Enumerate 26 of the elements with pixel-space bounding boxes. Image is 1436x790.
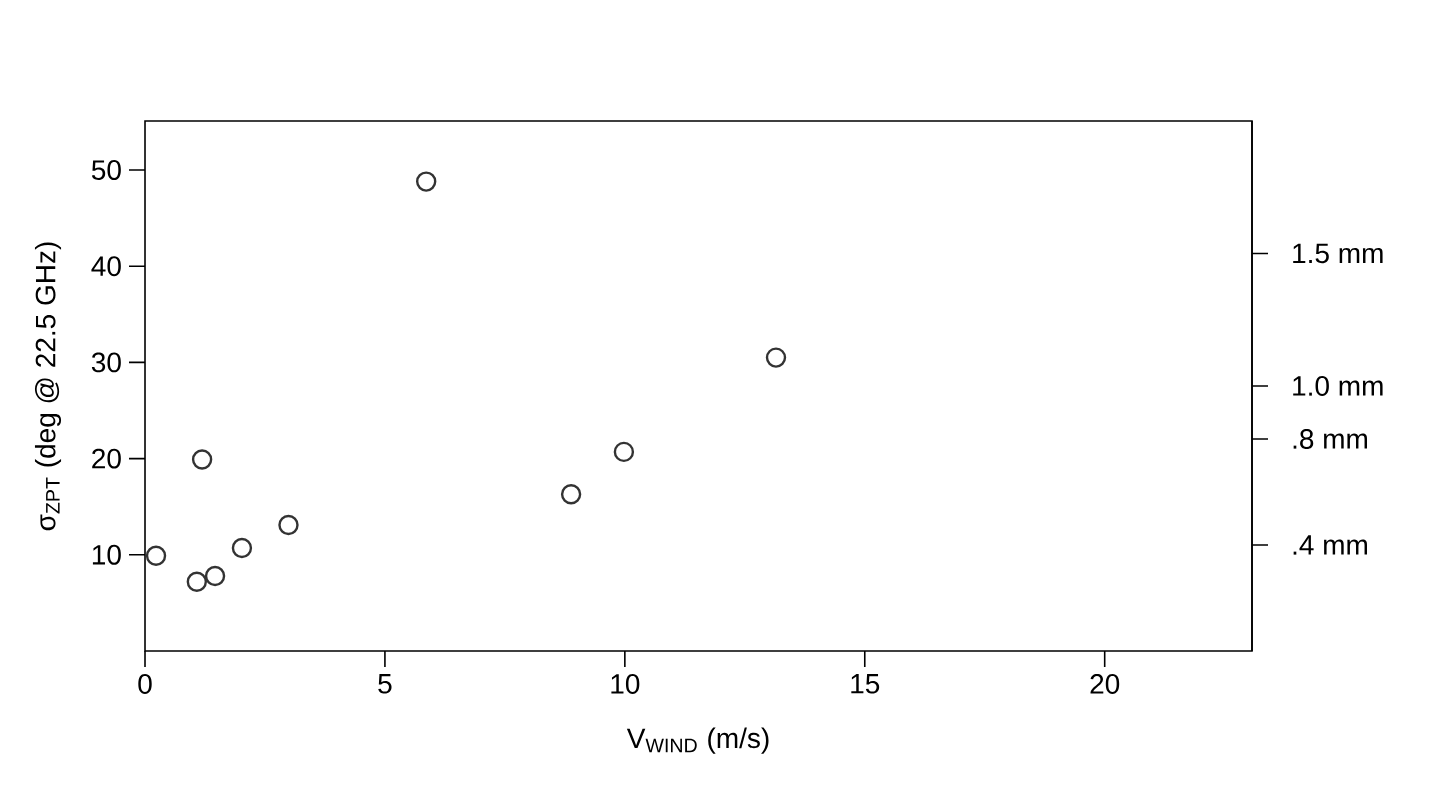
y2-tick-label: .8 mm	[1293, 429, 1367, 449]
y-tick-label: 10	[92, 544, 121, 565]
x-tick-label: 15	[851, 674, 880, 694]
point	[186, 571, 208, 592]
y-axis-title: σ$_{ZPT}$ (deg @ 22.5 GHz)	[34, 242, 62, 531]
point	[613, 441, 635, 463]
point	[560, 484, 582, 505]
point	[278, 514, 299, 536]
point	[145, 545, 167, 566]
y2-tick-label: 1.5 mm	[1293, 243, 1383, 264]
y-tick-label: 30	[91, 352, 121, 373]
point	[204, 565, 226, 587]
x-tick-label: 0	[138, 674, 152, 694]
x-tick-label: 20	[1090, 674, 1120, 694]
x-tick-label: 10	[611, 674, 640, 694]
point	[231, 537, 253, 559]
point	[765, 347, 787, 368]
x-axis-title: V$_{WIND}$ (m/s)	[626, 727, 769, 754]
y-tick-label: 20	[92, 448, 121, 469]
point	[415, 171, 437, 192]
point	[191, 449, 213, 470]
x-tick-label: 5	[378, 674, 392, 694]
y-tick-label: 50	[91, 160, 121, 180]
y2-tick-label: 1.0 mm	[1293, 376, 1383, 396]
y2-tick-label: .4 mm	[1293, 535, 1367, 555]
y-tick-label: 40	[91, 256, 121, 277]
